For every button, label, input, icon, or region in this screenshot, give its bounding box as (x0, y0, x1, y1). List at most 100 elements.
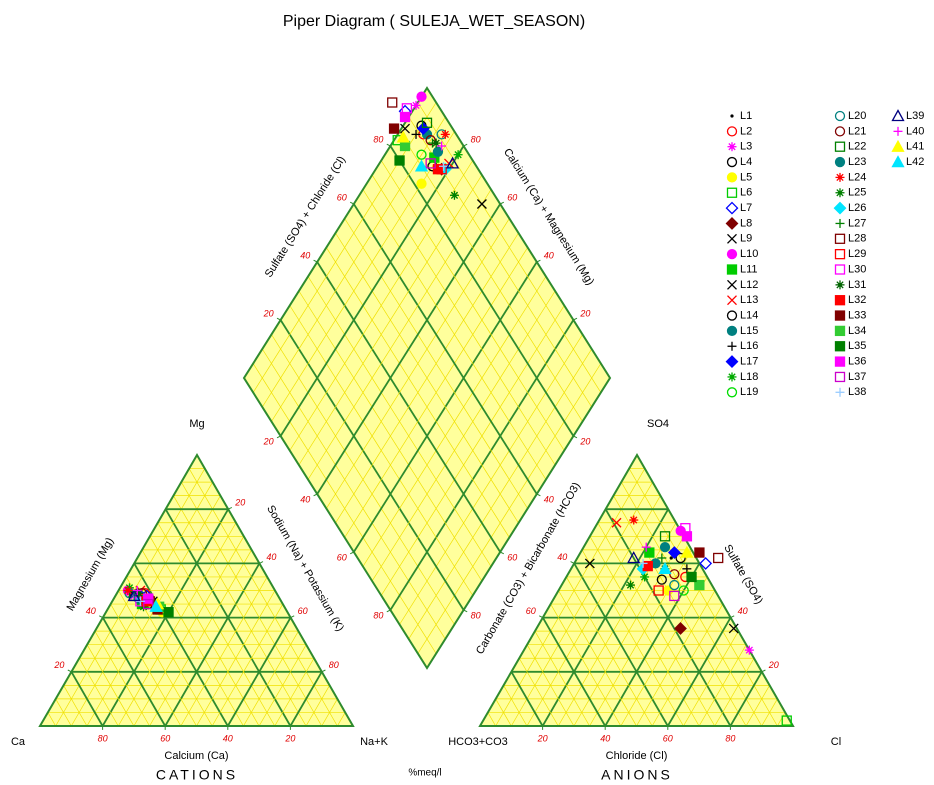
anion-point (627, 551, 641, 564)
marker-shape (725, 201, 739, 215)
marker-shape (834, 233, 846, 244)
marker-shape (627, 551, 641, 564)
legend-marker (835, 280, 845, 290)
marker-shape (400, 123, 410, 134)
marker-shape (726, 172, 738, 183)
marker-shape (726, 310, 738, 321)
legend-marker (834, 356, 846, 367)
tick-mark (290, 615, 295, 619)
diamond-point (388, 123, 400, 134)
tick-mark (730, 615, 735, 619)
marker-shape (834, 356, 846, 367)
major-grid (542, 617, 606, 727)
minor-grid (157, 522, 276, 727)
tick-label: 40 (557, 552, 567, 562)
anion-point (659, 531, 671, 542)
anion-point (667, 546, 681, 559)
marker-shape (656, 574, 667, 585)
diamond-point (394, 155, 405, 166)
marker-shape (425, 158, 436, 169)
cation-point (135, 596, 145, 606)
diamond-point (416, 149, 427, 160)
tick-label: 80 (373, 610, 383, 620)
minor-grid (597, 522, 716, 727)
tick-label: 20 (537, 733, 548, 743)
vertex-label: Ca (11, 736, 26, 748)
marker-shape (726, 156, 738, 168)
marker-shape (727, 295, 737, 306)
legend-marker (891, 109, 905, 122)
legend-label: L18 (740, 371, 758, 383)
cation-point (123, 586, 133, 595)
major-grid (70, 671, 104, 727)
legend-label: L30 (848, 263, 866, 275)
tick-label: 40 (600, 733, 610, 743)
tick-label: 80 (98, 733, 108, 743)
marker-shape (658, 561, 672, 574)
marker-shape (388, 123, 400, 134)
legend-marker (727, 233, 737, 244)
legend-label: L3 (740, 141, 752, 153)
anion-point (674, 622, 687, 635)
marker-shape (747, 648, 752, 653)
vertex-label: SO4 (647, 418, 669, 430)
diamond-point (432, 146, 444, 157)
marker-shape (713, 552, 724, 564)
marker-shape (669, 569, 680, 580)
minor-grid (173, 495, 307, 727)
legend-marker (727, 142, 737, 152)
marker-shape (584, 558, 595, 569)
minor-grid (745, 685, 770, 727)
marker-shape (399, 140, 411, 152)
legend-label: L42 (906, 156, 924, 168)
anion-point (629, 515, 639, 525)
marker-shape (432, 164, 444, 175)
legend-label: L15 (740, 325, 758, 337)
tick-label: 40 (300, 494, 310, 504)
diamond-point (421, 117, 433, 128)
legend-marker (725, 355, 739, 369)
marker-shape (834, 126, 846, 137)
tick-label: 60 (298, 606, 308, 616)
diamond-point (399, 140, 411, 152)
anion-point (681, 531, 693, 542)
minor-grid (326, 218, 510, 509)
legend-label: L11 (740, 263, 758, 275)
tick-label: 60 (526, 606, 536, 616)
marker-shape (726, 187, 738, 198)
anion-point (713, 552, 724, 564)
minor-grid (86, 644, 135, 727)
tick-label: 20 (234, 498, 245, 508)
marker-shape (414, 103, 419, 108)
marker-shape (446, 156, 460, 169)
diamond-point (416, 178, 427, 189)
legend-label: L29 (848, 248, 866, 260)
tick-label: 80 (373, 134, 383, 144)
tick-mark (227, 506, 233, 510)
marker-shape (675, 552, 686, 564)
minor-grid (581, 549, 684, 727)
legend-marker (891, 139, 905, 152)
diamond-point (396, 130, 410, 143)
minor-grid (55, 698, 72, 727)
minor-grid (495, 468, 646, 727)
minor-grid (196, 590, 276, 727)
legend-label: L6 (740, 187, 752, 199)
anion-point (728, 623, 739, 634)
anion-point (669, 579, 680, 591)
major-grid (279, 145, 465, 437)
minor-grid (714, 658, 755, 727)
tick-mark (259, 561, 264, 564)
legend-label: L21 (848, 125, 866, 137)
cation-point (163, 607, 174, 618)
legend-marker (727, 279, 737, 290)
minor-grid (362, 189, 547, 480)
legend-marker (730, 114, 734, 118)
anion-point (644, 547, 655, 558)
major-grid (316, 203, 501, 495)
minor-grid (344, 218, 528, 509)
minor-grid (78, 658, 119, 727)
marker-shape (425, 135, 436, 146)
tick-mark (98, 615, 104, 619)
tick-label: 20 (579, 436, 590, 446)
